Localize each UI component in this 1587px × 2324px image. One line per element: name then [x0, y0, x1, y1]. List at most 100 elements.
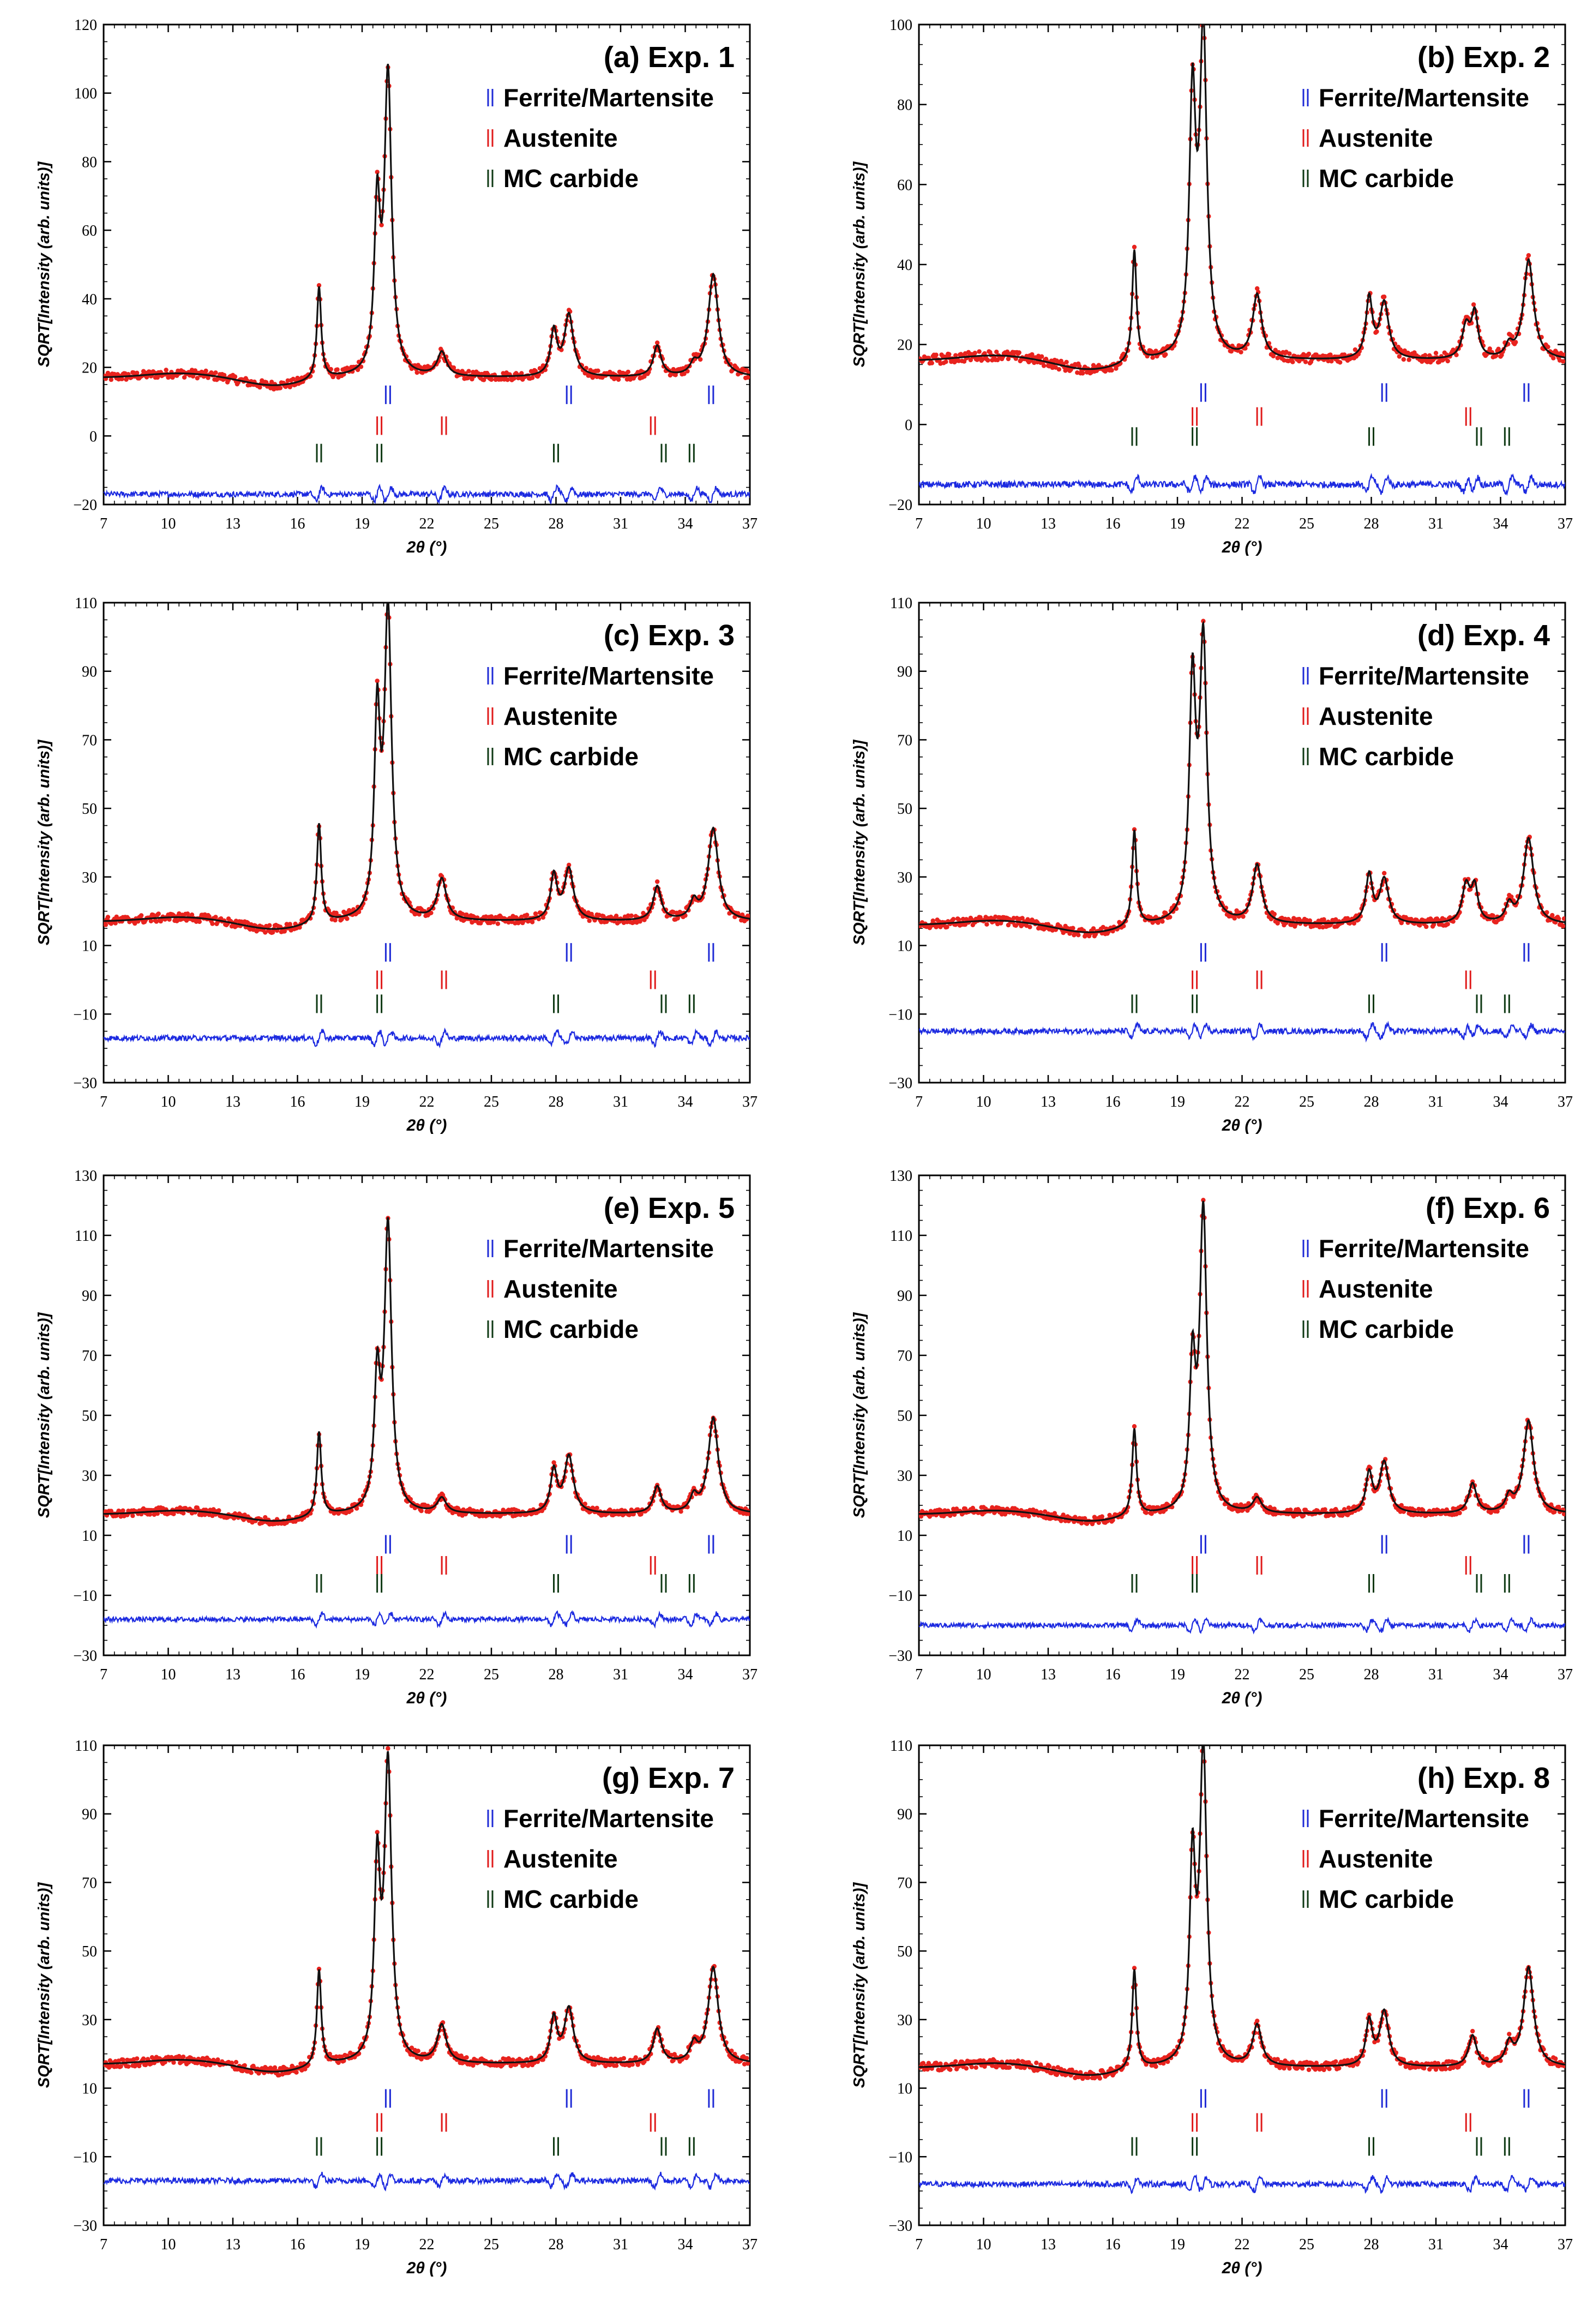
y-tick-label: 70	[82, 1348, 97, 1365]
x-tick-label: 28	[1364, 515, 1379, 532]
observed-point	[1397, 354, 1402, 359]
observed-point	[961, 359, 967, 364]
x-tick-label: 31	[1428, 515, 1444, 532]
x-tick-label: 31	[613, 515, 628, 532]
observed-point	[1109, 368, 1114, 373]
observed-point	[130, 1513, 135, 1518]
legend-label: Austenite	[1319, 702, 1433, 730]
observed-point	[1306, 351, 1312, 357]
observed-point	[1076, 933, 1081, 938]
observed-point	[1091, 926, 1096, 931]
observed-point	[1495, 1509, 1500, 1514]
legend-label: MC carbide	[1319, 742, 1454, 771]
observed-point	[147, 1512, 153, 1517]
y-axis-label: SQRT[Intensity (arb. units)]	[851, 739, 868, 945]
observed-point	[678, 1509, 683, 1514]
y-tick-label: 130	[889, 1168, 912, 1185]
observed-point	[530, 375, 535, 380]
chart-panel-d: 7 10 13 16 19 22 25 28 31 34 37 −30 −10 10 30 50 70 90 110…	[851, 595, 1573, 1134]
observed-point	[425, 1503, 430, 1509]
y-tick-label: 70	[82, 732, 97, 749]
observed-point	[1401, 357, 1406, 362]
observed-point	[1433, 351, 1439, 356]
observed-point	[1052, 1511, 1057, 1516]
observed-point	[269, 380, 274, 385]
x-axis-label: 2θ (°)	[1222, 538, 1263, 556]
x-tick-label: 25	[484, 515, 499, 532]
x-tick-label: 37	[1558, 1666, 1573, 1683]
legend-label: MC carbide	[503, 742, 639, 771]
observed-point	[951, 917, 956, 922]
observed-point	[489, 914, 494, 919]
observed-point	[919, 1514, 924, 1519]
observed-point	[977, 349, 982, 354]
observed-point	[1017, 350, 1021, 355]
observed-point	[1423, 353, 1428, 358]
observed-point	[375, 170, 380, 175]
observed-point	[1544, 910, 1549, 915]
x-tick-label: 7	[100, 515, 107, 532]
y-tick-label: 110	[890, 1228, 912, 1245]
y-tick-label: 20	[82, 360, 97, 377]
observed-point	[1096, 1520, 1102, 1525]
legend-label: Austenite	[503, 1275, 618, 1303]
observed-point	[980, 357, 985, 362]
observed-point	[953, 353, 958, 358]
observed-point	[1239, 350, 1243, 355]
observed-point	[1144, 1510, 1149, 1515]
x-tick-label: 31	[613, 1666, 628, 1683]
plot-area	[104, 603, 750, 1049]
x-tick-label: 25	[1299, 1094, 1314, 1110]
observed-point	[1561, 916, 1565, 921]
observed-point	[626, 913, 631, 918]
x-tick-label: 16	[1105, 1094, 1121, 1110]
observed-point	[203, 368, 208, 374]
legend-label: Ferrite/Martensite	[503, 662, 714, 690]
y-tick-label: 80	[897, 97, 912, 114]
observed-point	[519, 371, 524, 376]
observed-point	[1156, 920, 1161, 925]
x-tick-label: 31	[613, 1094, 628, 1110]
observed-point	[943, 359, 948, 364]
difference-line	[104, 1610, 750, 1629]
observed-point	[1026, 1514, 1031, 1519]
observed-point	[1272, 1506, 1277, 1511]
x-axis-label: 2θ (°)	[1222, 1689, 1263, 1707]
y-tick-label: 110	[75, 1228, 97, 1245]
observed-point	[119, 376, 124, 381]
observed-point	[1352, 347, 1358, 352]
x-tick-label: 28	[1364, 1666, 1379, 1683]
observed-point	[956, 358, 961, 363]
observed-point	[185, 911, 190, 916]
x-tick-label: 22	[419, 515, 435, 532]
x-tick-label: 13	[1041, 515, 1056, 532]
y-tick-label: −20	[73, 497, 97, 514]
x-tick-label: 25	[484, 1094, 499, 1110]
y-tick-label: −30	[888, 1648, 912, 1665]
observed-point	[479, 1508, 484, 1513]
observed-point	[1006, 356, 1011, 362]
observed-point	[197, 919, 202, 924]
legend-label: MC carbide	[503, 1315, 639, 1343]
observed-point	[414, 370, 419, 375]
observed-point	[1071, 926, 1075, 930]
x-tick-label: 10	[976, 1094, 991, 1110]
x-tick-label: 10	[161, 515, 176, 532]
x-tick-label: 19	[1170, 515, 1185, 532]
x-tick-label: 34	[678, 515, 693, 532]
y-tick-label: 100	[889, 17, 912, 34]
observed-point	[1351, 921, 1357, 926]
observed-point	[285, 378, 290, 383]
observed-point	[1445, 358, 1450, 364]
observed-point	[947, 352, 952, 357]
y-tick-label: 60	[897, 177, 912, 194]
observed-point	[1255, 286, 1260, 291]
y-axis-label: SQRT[Intensity (arb. units)]	[35, 161, 53, 367]
observed-point	[594, 1505, 599, 1511]
y-tick-label: 10	[897, 938, 912, 955]
observed-point	[1201, 618, 1206, 623]
y-tick-label: −20	[888, 497, 912, 514]
observed-point	[1338, 360, 1343, 365]
observed-point	[210, 921, 215, 926]
observed-point	[466, 369, 471, 374]
